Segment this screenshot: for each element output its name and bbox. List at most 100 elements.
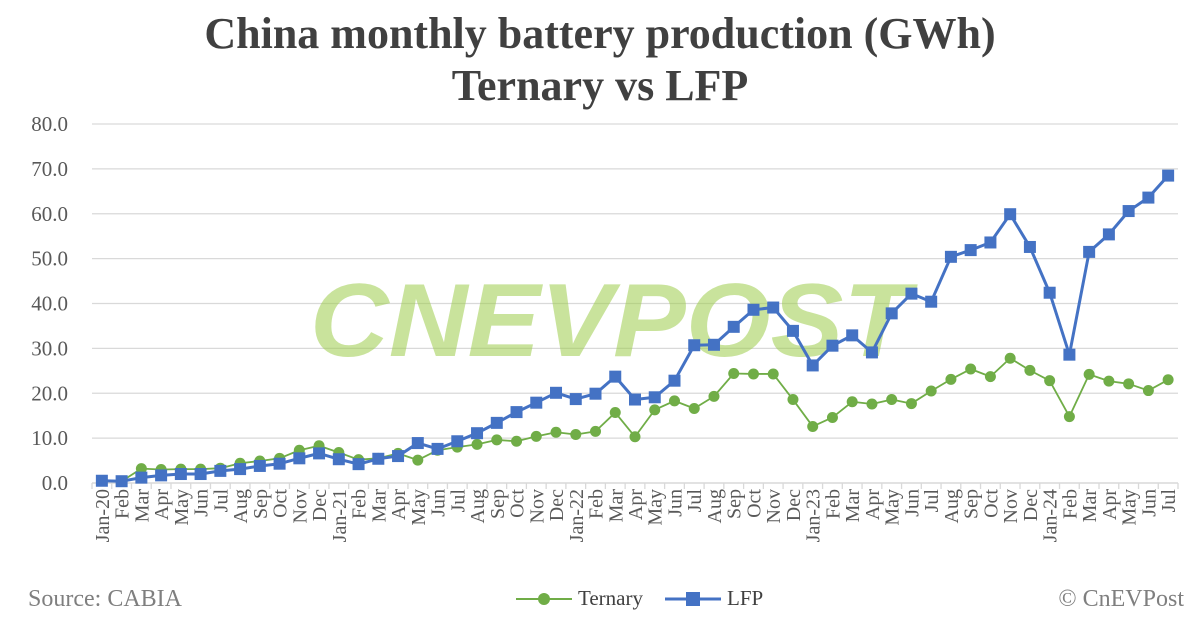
ternary-point <box>412 454 424 466</box>
x-tick-label: Jul <box>1158 489 1180 513</box>
x-tick-label: Jul <box>447 489 469 513</box>
x-tick-label: Mar <box>1079 489 1101 523</box>
watermark-logo: CNEVPOST <box>310 263 918 379</box>
lfp-point <box>530 396 543 409</box>
lfp-point <box>707 338 720 351</box>
legend-item-lfp: LFP <box>665 586 763 611</box>
lfp-point <box>1162 169 1175 182</box>
lfp-point <box>767 301 780 314</box>
ternary-point <box>1044 375 1056 387</box>
lfp-point <box>727 320 740 333</box>
y-tick-label: 70.0 <box>31 157 68 181</box>
x-tick-label: May <box>171 489 193 526</box>
lfp-point <box>253 459 266 472</box>
x-tick-label: Jan-22 <box>566 489 588 542</box>
x-tick-label: Jan-24 <box>1040 489 1062 542</box>
lfp-point <box>925 295 938 308</box>
lfp-point <box>115 475 128 488</box>
x-tick-label: Nov <box>1000 489 1022 523</box>
ternary-point <box>787 394 799 406</box>
lfp-legend-marker <box>665 591 721 606</box>
lfp-point <box>806 359 819 372</box>
x-tick-label: Dec <box>309 489 331 521</box>
x-tick-label: Aug <box>704 489 726 523</box>
x-tick-label: Nov <box>526 489 548 523</box>
lfp-point <box>1063 348 1076 361</box>
ternary-point <box>1004 352 1016 364</box>
ternary-point <box>668 395 680 407</box>
lfp-point <box>372 452 385 465</box>
x-tick-label: May <box>408 489 430 526</box>
lfp-point <box>431 442 444 455</box>
ternary-point <box>1103 375 1115 387</box>
lfp-point <box>174 468 187 481</box>
ternary-point <box>826 411 838 423</box>
x-tick-label: Sep <box>961 489 983 519</box>
ternary-point <box>846 396 858 408</box>
ternary-point <box>925 385 937 397</box>
x-tick-label: Feb <box>586 489 608 519</box>
lfp-point <box>786 324 799 337</box>
lfp-point <box>668 374 681 387</box>
ternary-point <box>728 368 740 380</box>
x-tick-label: Jan-23 <box>803 489 825 542</box>
source-note: Source: CABIA <box>28 586 182 612</box>
ternary-point <box>688 403 700 415</box>
y-tick-label: 40.0 <box>31 292 68 316</box>
lfp-point <box>510 406 523 419</box>
ternary-point <box>1024 364 1036 376</box>
legend-label-ternary: Ternary <box>578 586 643 610</box>
ternary-point <box>629 431 641 443</box>
ternary-point <box>708 390 720 402</box>
x-tick-label: May <box>882 489 904 526</box>
lfp-point <box>688 339 701 352</box>
lfp-point <box>313 447 326 460</box>
lfp-point <box>826 339 839 352</box>
lfp-point <box>589 387 602 400</box>
ternary-point <box>984 371 996 383</box>
ternary-point <box>807 420 819 432</box>
lfp-point <box>905 287 918 300</box>
x-tick-label: Apr <box>388 489 410 520</box>
lfp-point <box>629 393 641 406</box>
ternary-point <box>767 368 779 380</box>
ternary-point <box>1063 411 1075 423</box>
x-tick-label: Jun <box>1138 489 1160 517</box>
lfp-point <box>332 453 345 466</box>
x-tick-label: Nov <box>763 489 785 523</box>
x-tick-label: Oct <box>980 489 1002 518</box>
x-tick-label: Oct <box>270 489 292 518</box>
x-tick-label: Jul <box>921 489 943 513</box>
lfp-point <box>273 457 286 470</box>
x-tick-label: Mar <box>368 489 390 523</box>
ternary-point <box>747 368 759 380</box>
lfp-point <box>392 450 405 463</box>
lfp-point <box>490 416 503 429</box>
lfp-point <box>194 468 207 481</box>
ternary-point <box>511 435 523 447</box>
x-tick-label: May <box>645 489 667 526</box>
x-tick-label: Jun <box>428 489 450 517</box>
ternary-point <box>609 407 621 419</box>
x-tick-label: Jan-20 <box>92 489 114 542</box>
x-tick-label: Oct <box>743 489 765 518</box>
y-tick-label: 80.0 <box>31 112 68 136</box>
ternary-point <box>590 425 602 437</box>
lfp-point <box>885 307 898 320</box>
x-tick-label: Sep <box>724 489 746 519</box>
subtitle-line: Ternary vs LFP <box>451 61 749 110</box>
ternary-point <box>1083 368 1095 380</box>
x-tick-label: Apr <box>862 489 884 520</box>
ternary-point <box>1142 385 1154 397</box>
x-tick-label: Feb <box>822 489 844 519</box>
legend-item-ternary: Ternary <box>516 586 643 611</box>
x-tick-label: Jun <box>901 489 923 517</box>
y-tick-label: 20.0 <box>31 381 68 405</box>
lfp-point <box>214 464 227 477</box>
x-tick-label: Dec <box>1020 489 1042 521</box>
lfp-point <box>293 452 306 465</box>
lfp-point <box>1122 205 1135 218</box>
ternary-legend-marker <box>516 592 572 605</box>
legend: Ternary LFP <box>516 586 763 611</box>
